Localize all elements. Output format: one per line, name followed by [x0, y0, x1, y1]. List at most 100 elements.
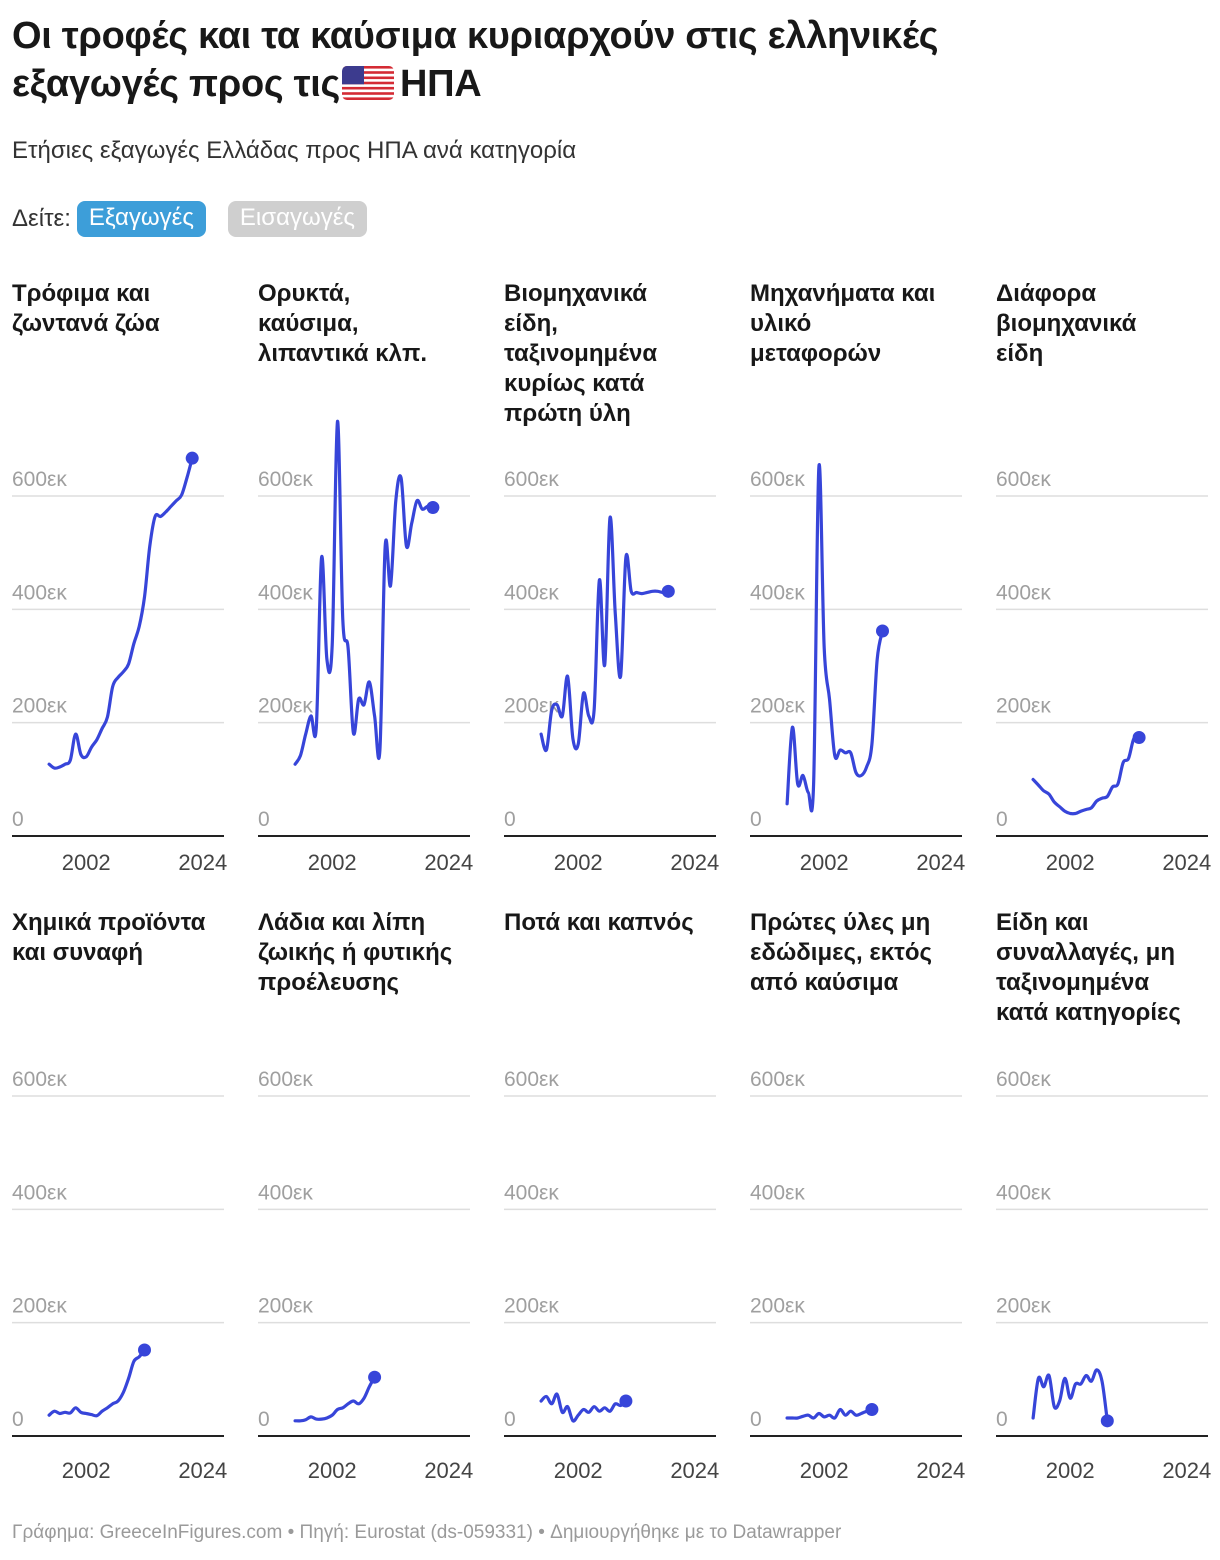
y-tick-label: 200εκ — [996, 695, 1051, 718]
panel-title-line: συναλλαγές, μη — [996, 939, 1175, 966]
y-tick-label: 0 — [258, 1408, 270, 1431]
series-end-point[interactable] — [865, 1403, 878, 1416]
panel-title-line: ζωντανά ζώα — [12, 310, 160, 337]
x-tick-label: 2002 — [1046, 850, 1095, 875]
small-multiples-panel: Τρόφιμα και ζωντανά ζώα 0 200εκ 400εκ 600εκ 20… — [0, 0, 1220, 1510]
y-tick-label: 600εκ — [12, 1068, 67, 1091]
panel-title-line: Διάφορα — [996, 280, 1096, 307]
y-tick-label: 0 — [12, 1408, 24, 1431]
panel-title-line: ταξινομημένα — [996, 969, 1149, 996]
series-end-point[interactable] — [619, 1395, 632, 1408]
y-tick-label: 400εκ — [750, 1181, 805, 1204]
x-tick-label: 2002 — [554, 1458, 603, 1483]
panel-title-line: Ποτά και καπνός — [504, 909, 694, 936]
y-tick-label: 400εκ — [258, 581, 313, 604]
panel-title-line: είδη, — [504, 310, 558, 337]
x-tick-label: 2002 — [800, 1458, 849, 1483]
y-tick-label: 600εκ — [750, 1068, 805, 1091]
y-tick-label: 400εκ — [996, 581, 1051, 604]
series-end-point[interactable] — [876, 625, 889, 638]
y-tick-label: 600εκ — [996, 1068, 1051, 1091]
y-tick-label: 200εκ — [996, 1295, 1051, 1318]
x-tick-label: 2024 — [916, 850, 965, 875]
series-line — [1033, 737, 1139, 814]
panel-title-line: βιομηχανικά — [996, 310, 1137, 337]
series-line — [1033, 1370, 1107, 1421]
panel-title-line: μεταφορών — [750, 340, 881, 367]
series-line — [49, 458, 192, 768]
x-tick-label: 2024 — [916, 1458, 965, 1483]
panel-title-line: από καύσιμα — [750, 969, 899, 996]
y-tick-label: 200εκ — [258, 695, 313, 718]
y-tick-label: 200εκ — [750, 695, 805, 718]
y-tick-label: 400εκ — [12, 581, 67, 604]
panel-title-line: ζωικής ή φυτικής — [258, 939, 452, 966]
x-tick-label: 2024 — [670, 850, 719, 875]
x-tick-label: 2002 — [62, 1458, 111, 1483]
y-tick-label: 400εκ — [996, 1181, 1051, 1204]
series-end-point[interactable] — [186, 452, 199, 465]
y-tick-label: 0 — [996, 808, 1008, 831]
panel-title-line: είδη — [996, 340, 1043, 367]
y-tick-label: 200εκ — [12, 1295, 67, 1318]
x-tick-label: 2002 — [800, 850, 849, 875]
y-tick-label: 600εκ — [258, 468, 313, 491]
y-tick-label: 0 — [996, 1408, 1008, 1431]
panel-title-line: Τρόφιμα και — [12, 280, 150, 307]
y-tick-label: 600εκ — [12, 468, 67, 491]
series-line — [787, 1409, 872, 1418]
x-tick-label: 2024 — [424, 850, 473, 875]
y-tick-label: 200εκ — [750, 1295, 805, 1318]
x-tick-label: 2024 — [178, 850, 227, 875]
series-end-point[interactable] — [662, 585, 675, 598]
series-end-point[interactable] — [368, 1371, 381, 1384]
panel-title-line: προέλευσης — [258, 969, 399, 996]
y-tick-label: 600εκ — [504, 1068, 559, 1091]
panel-title-line: Πρώτες ύλες μη — [750, 909, 930, 936]
series-end-point[interactable] — [1101, 1414, 1114, 1427]
y-tick-label: 600εκ — [750, 468, 805, 491]
panel-title-line: Μηχανήματα και — [750, 280, 935, 307]
panel-title-line: πρώτη ύλη — [504, 400, 631, 427]
series-line — [787, 465, 882, 811]
y-tick-label: 0 — [504, 1408, 516, 1431]
y-tick-label: 400εκ — [258, 1181, 313, 1204]
y-tick-label: 200εκ — [258, 1295, 313, 1318]
x-tick-label: 2002 — [308, 850, 357, 875]
y-tick-label: 400εκ — [12, 1181, 67, 1204]
y-tick-label: 200εκ — [12, 695, 67, 718]
x-tick-label: 2024 — [178, 1458, 227, 1483]
x-tick-label: 2024 — [670, 1458, 719, 1483]
series-end-point[interactable] — [138, 1344, 151, 1357]
y-tick-label: 400εκ — [504, 1181, 559, 1204]
panel-title-line: Βιομηχανικά — [504, 280, 647, 307]
panel-title-line: Είδη και — [996, 909, 1089, 936]
panel-title-line: και συναφή — [12, 939, 143, 966]
y-tick-label: 600εκ — [258, 1068, 313, 1091]
series-line — [295, 1377, 375, 1421]
chart-footer: Γράφημα: GreeceInFigures.com • Πηγή: Eur… — [12, 1522, 841, 1544]
x-tick-label: 2002 — [308, 1458, 357, 1483]
panel-title-line: υλικό — [750, 310, 811, 337]
y-tick-label: 0 — [12, 808, 24, 831]
series-line — [295, 421, 433, 764]
x-tick-label: 2024 — [424, 1458, 473, 1483]
panel-title-line: κατά κατηγορίες — [996, 999, 1181, 1026]
panel-title-line: Χημικά προϊόντα — [12, 909, 206, 936]
x-tick-label: 2024 — [1162, 850, 1211, 875]
panel-title-line: Ορυκτά, — [258, 280, 350, 307]
y-tick-label: 200εκ — [504, 1295, 559, 1318]
y-tick-label: 0 — [750, 808, 762, 831]
panel-title-line: καύσιμα, — [258, 310, 359, 337]
y-tick-label: 600εκ — [996, 468, 1051, 491]
y-tick-label: 0 — [750, 1408, 762, 1431]
y-tick-label: 0 — [258, 808, 270, 831]
panel-title-line: κυρίως κατά — [504, 370, 645, 397]
series-line — [541, 1394, 626, 1421]
x-tick-label: 2002 — [554, 850, 603, 875]
y-tick-label: 400εκ — [504, 581, 559, 604]
series-end-point[interactable] — [1133, 731, 1146, 744]
panel-title-line: εδώδιμες, εκτός — [750, 939, 932, 966]
series-end-point[interactable] — [426, 501, 439, 514]
series-line — [49, 1350, 144, 1416]
